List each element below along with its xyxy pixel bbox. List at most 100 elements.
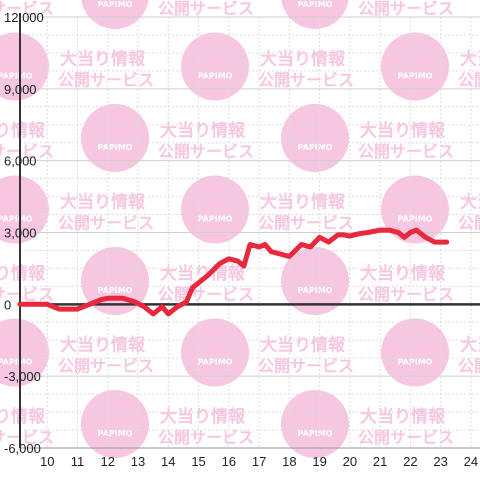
x-tick-label: 10 xyxy=(40,454,54,469)
watermark-logo-icon xyxy=(281,247,349,315)
watermark-logo-icon xyxy=(281,104,349,172)
watermark-line-1: 大当り情報 xyxy=(0,120,46,141)
watermark-logo-icon xyxy=(0,318,49,387)
y-tick-label: 9,000 xyxy=(4,82,37,97)
watermark-logo-text: PAPIMO xyxy=(298,286,333,295)
x-tick-label: 22 xyxy=(403,454,417,469)
y-tick-label: 6,000 xyxy=(4,154,37,169)
y-tick-label: -3,000 xyxy=(4,369,41,384)
watermark-line-2: 公開サービス xyxy=(58,357,154,376)
watermark-logo-text: PAPIMO xyxy=(298,0,333,9)
watermark-line-2: 公開サービス xyxy=(358,0,454,18)
watermark-logo-text: PAPIMO xyxy=(98,0,133,9)
watermark-line-2: 公開サービス xyxy=(358,428,454,447)
watermark-line-2: 公開サービス xyxy=(158,0,254,18)
watermark-line-1: 大当り情報 xyxy=(260,192,346,213)
watermark-logo-text: PAPIMO xyxy=(0,215,33,224)
x-tick-label: 20 xyxy=(343,454,357,469)
watermark-line-2: 公開サービス xyxy=(358,285,454,304)
watermark-logo-text: PAPIMO xyxy=(198,72,233,81)
watermark-line-1: 大当り情報 xyxy=(60,49,146,70)
watermark-line-1: 大当り情報 xyxy=(60,192,146,213)
watermark-logo-icon xyxy=(81,390,149,458)
watermark-line-1: 大当り情報 xyxy=(0,263,46,284)
watermark-line-1: 大当り情報 xyxy=(460,335,480,356)
watermark-logo-icon xyxy=(181,318,249,387)
watermark-line-1: 大当り情報 xyxy=(160,120,246,141)
watermark-line-2: 公開サービス xyxy=(458,71,480,90)
watermark-line-2: 公開サービス xyxy=(258,71,354,90)
watermark-line-2: 公開サービス xyxy=(0,0,54,18)
watermark-line-1: 大当り情報 xyxy=(360,406,446,427)
x-tick-label: 14 xyxy=(161,454,175,469)
watermark-line-2: 公開サービス xyxy=(258,357,354,376)
x-tick-label: 21 xyxy=(373,454,387,469)
watermark-logo-text: PAPIMO xyxy=(98,143,133,152)
watermark-line-2: 公開サービス xyxy=(158,428,254,447)
watermark-logo-text: PAPIMO xyxy=(0,72,33,81)
watermark-line-2: 公開サービス xyxy=(458,214,480,233)
axes xyxy=(19,13,480,449)
watermark-logo-text: PAPIMO xyxy=(398,358,433,367)
x-tick-label: 23 xyxy=(433,454,447,469)
watermark-logo-icon xyxy=(0,175,49,244)
watermark-logo-text: PAPIMO xyxy=(0,358,33,367)
watermark-logo-icon xyxy=(281,390,349,458)
watermark-logo-icon xyxy=(381,32,449,101)
x-tick-label: 11 xyxy=(71,454,85,469)
watermark-line-1: 大当り情報 xyxy=(160,406,246,427)
y-tick-label: -6,000 xyxy=(4,441,41,456)
y-tick-labels: -6,000 -3,000 0 3,000 6,000 9,000 12,000 xyxy=(4,10,44,456)
watermark-line-1: 大当り情報 xyxy=(360,120,446,141)
watermark-logo-icon xyxy=(381,318,449,387)
watermark-line-1: 大当り情報 xyxy=(260,49,346,70)
series-line-0 xyxy=(17,227,450,317)
watermark-logo-text: PAPIMO xyxy=(98,286,133,295)
watermark-line-1: 大当り情報 xyxy=(360,263,446,284)
watermark-line-2: 公開サービス xyxy=(0,285,54,304)
watermark-logo-text: PAPIMO xyxy=(398,72,433,81)
watermark-line-1: 大当り情報 xyxy=(460,192,480,213)
watermark-line-2: 公開サービス xyxy=(358,142,454,161)
y-tick-label: 12,000 xyxy=(4,10,44,25)
watermark-layer: PAPIMO大当り情報公開サービスPAPIMO大当り情報公開サービスPAPIMO… xyxy=(0,0,480,458)
x-tick-label: 24 xyxy=(464,454,478,469)
watermark-logo-text: PAPIMO xyxy=(198,215,233,224)
x-tick-labels: 10 11 12 13 14 15 16 17 18 19 20 21 22 23 24 xyxy=(40,454,478,469)
watermark-logo-text: PAPIMO xyxy=(98,429,133,438)
watermark-logo-text: PAPIMO xyxy=(398,215,433,224)
watermark-line-1: 大当り情報 xyxy=(0,406,46,427)
x-tick-label: 16 xyxy=(222,454,236,469)
y-tick-label: 0 xyxy=(4,297,11,312)
watermark-logo-text: PAPIMO xyxy=(298,429,333,438)
watermark-line-2: 公開サービス xyxy=(458,357,480,376)
y-tick-label: 3,000 xyxy=(4,226,37,241)
watermark-logo-icon xyxy=(0,32,49,101)
watermark-logo-icon xyxy=(81,104,149,172)
watermark-line-2: 公開サービス xyxy=(258,214,354,233)
watermark-line-2: 公開サービス xyxy=(0,428,54,447)
watermark-line-1: 大当り情報 xyxy=(260,335,346,356)
watermark-line-1: 大当り情報 xyxy=(460,49,480,70)
watermark-line-2: 公開サービス xyxy=(58,214,154,233)
x-tick-label: 13 xyxy=(131,454,145,469)
watermark-logo-icon xyxy=(81,247,149,315)
watermark-line-2: 公開サービス xyxy=(158,142,254,161)
x-tick-label: 19 xyxy=(312,454,326,469)
x-tick-label: 15 xyxy=(191,454,205,469)
watermark-logo-icon xyxy=(381,175,449,244)
